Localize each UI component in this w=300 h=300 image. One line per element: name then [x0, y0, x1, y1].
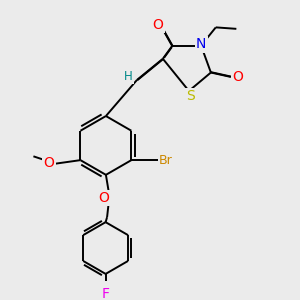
Text: F: F: [102, 287, 110, 300]
Text: O: O: [152, 18, 163, 32]
Text: S: S: [186, 89, 195, 103]
Text: Br: Br: [159, 154, 173, 166]
Text: O: O: [44, 156, 54, 170]
Text: O: O: [99, 191, 110, 205]
Text: N: N: [196, 37, 206, 51]
Text: O: O: [232, 70, 243, 84]
Text: H: H: [124, 70, 133, 83]
